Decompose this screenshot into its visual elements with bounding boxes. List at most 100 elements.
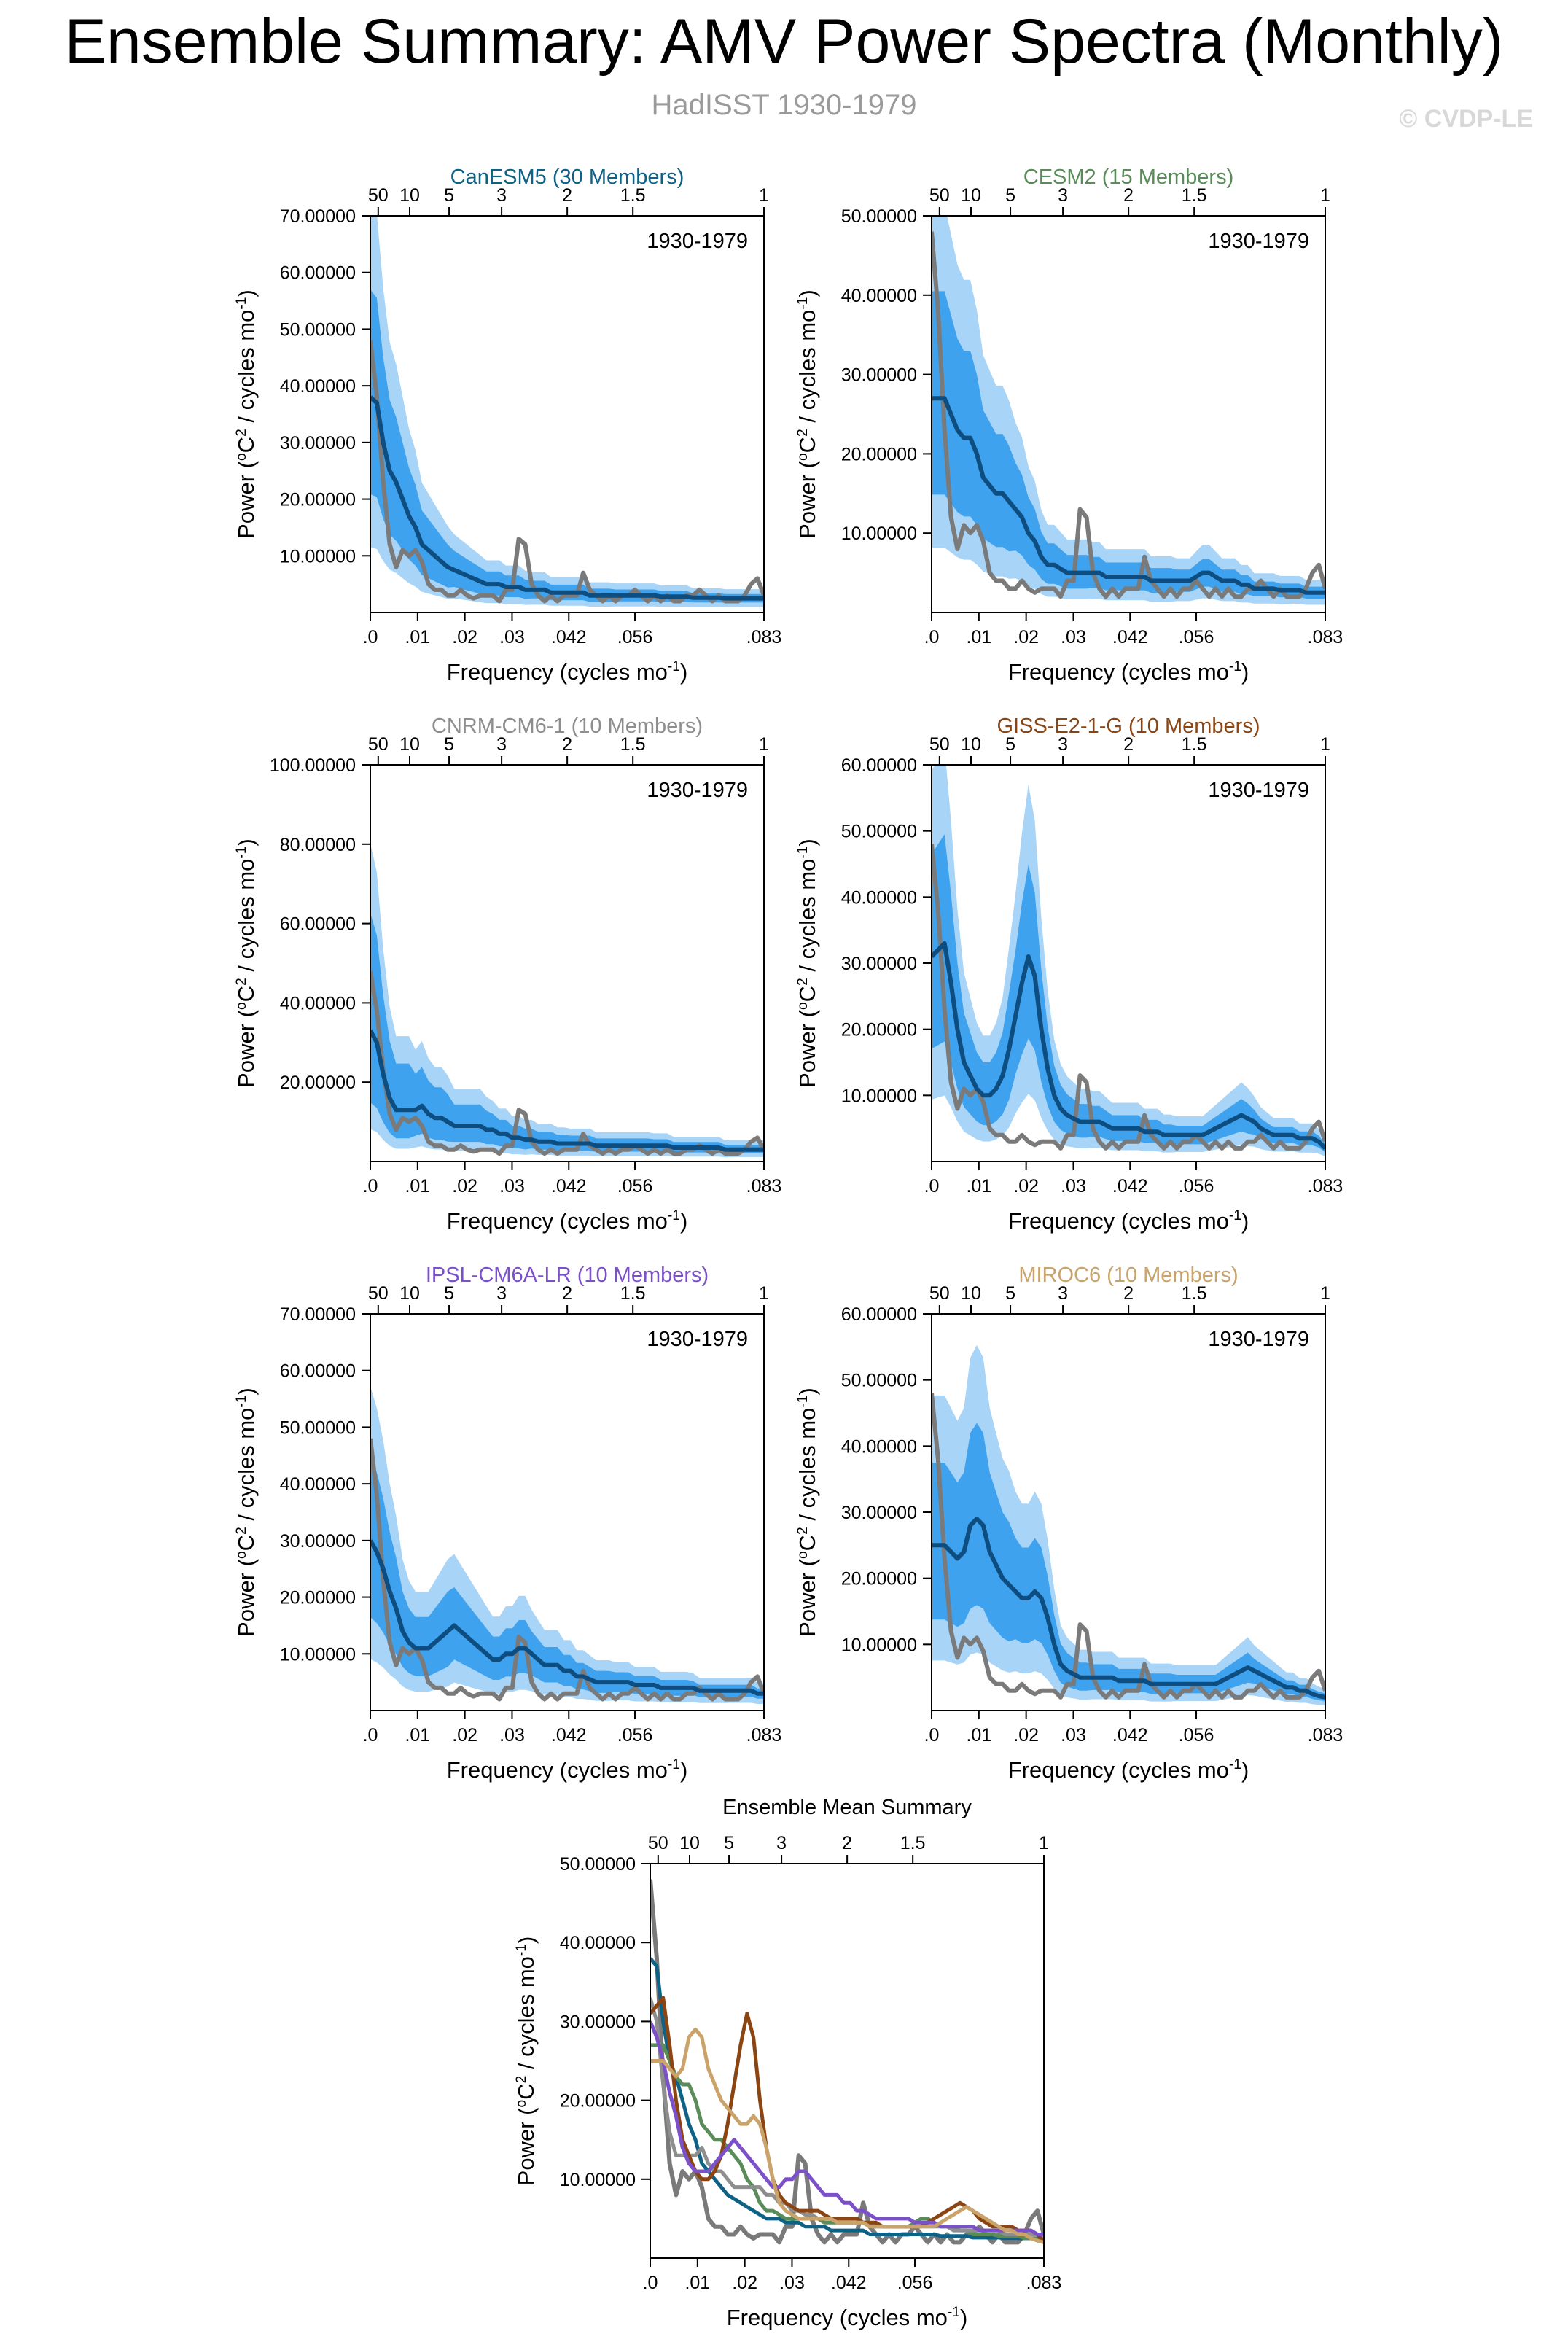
period-tick-label: 5	[1005, 185, 1015, 206]
y-label-part: Power (	[233, 1558, 259, 1636]
period-tick-label: 5	[724, 1833, 734, 1853]
period-tick-label: 50	[368, 734, 389, 755]
model-mean-line	[650, 1996, 1044, 2243]
y-tick-label: 30.00000	[841, 365, 917, 386]
y-tick-label: 10.00000	[841, 1635, 917, 1655]
credit-label: © CVDP-LE	[1399, 105, 1533, 133]
period-tick-label: 1.5	[620, 734, 646, 755]
y-label-end: )	[795, 289, 820, 297]
y-label-part: / cycles mo	[233, 1408, 259, 1527]
x-label-exponent: -1	[668, 1208, 680, 1223]
x-label-end: )	[1241, 1757, 1249, 1783]
model-mean-line	[650, 2027, 1044, 2244]
plot-area	[932, 216, 1325, 605]
x-label-exponent: -1	[948, 2305, 960, 2320]
y-tick-label: 60.00000	[841, 1304, 917, 1325]
x-label-exponent: -1	[668, 659, 680, 674]
y-tick-label: 20.00000	[841, 1569, 917, 1589]
y-tick-label: 20.00000	[280, 490, 356, 510]
y-tick-label: 40.00000	[280, 1474, 356, 1495]
y-label-end: )	[795, 1388, 820, 1395]
x-tick-label: .042	[1112, 1725, 1148, 1746]
y-tick-label: 30.00000	[280, 1531, 356, 1552]
x-label-exponent: -1	[1229, 1208, 1241, 1223]
period-text: 1930-1979	[1208, 230, 1309, 253]
period-tick-label: 2	[1123, 185, 1134, 206]
period-text: 1930-1979	[1208, 1328, 1309, 1351]
x-tick-label: .01	[966, 627, 991, 647]
x-label-text: Frequency (cycles mo	[1008, 1208, 1229, 1234]
period-tick-label: 3	[496, 185, 507, 206]
x-axis-label: Frequency (cycles mo-1)	[1008, 1208, 1249, 1234]
spread-band-inner	[932, 1423, 1325, 1702]
x-tick-label: .083	[746, 1725, 782, 1746]
y-label-unit: C	[233, 437, 259, 453]
x-tick-label: .01	[405, 1725, 430, 1746]
y-tick-label: 10.00000	[560, 2170, 636, 2190]
x-tick-label: .03	[1061, 1725, 1086, 1746]
spread-band-inner	[370, 912, 764, 1154]
x-tick-label: .02	[1013, 1725, 1039, 1746]
y-tick-label: 20.00000	[841, 444, 917, 464]
y-label-degree: o	[795, 1551, 811, 1559]
y-label-degree: o	[234, 1551, 249, 1559]
x-tick-label: .042	[551, 627, 587, 647]
period-tick-label: 1	[1320, 185, 1330, 206]
y-label-part: / cycles mo	[795, 859, 820, 978]
x-label-text: Frequency (cycles mo	[447, 1757, 668, 1783]
chart-panel: 10.00000 20.00000 30.00000 40.00000 50.00000…	[233, 166, 781, 685]
ensemble-mean-line	[370, 1539, 764, 1696]
y-label-part: Power (	[795, 1009, 820, 1087]
y-label-degree: o	[795, 453, 811, 461]
plot-area	[932, 1344, 1325, 1705]
chart-panel: 10.00000 20.00000 30.00000 40.00000 50.00000…	[233, 1264, 781, 1783]
x-tick-label: .042	[551, 1176, 587, 1196]
y-tick-label: 100.00000	[270, 755, 356, 776]
y-label-degree: o	[795, 1002, 811, 1010]
x-tick-label: .03	[1061, 627, 1086, 647]
x-tick-label: .02	[452, 1725, 477, 1746]
x-tick-label: .02	[1013, 627, 1039, 647]
y-label-part: Power (	[233, 1009, 259, 1087]
figure-title: Ensemble Summary: AMV Power Spectra (Mon…	[64, 7, 1504, 77]
x-tick-label: .042	[551, 1725, 587, 1746]
y-tick-label: 30.00000	[841, 1503, 917, 1523]
period-tick-label: 1.5	[1182, 734, 1207, 755]
model-mean-line	[650, 1997, 1044, 2236]
x-tick-label: .02	[732, 2273, 757, 2293]
x-tick-label: .01	[405, 627, 430, 647]
panel-title: IPSL-CM6A-LR (10 Members)	[426, 1264, 709, 1287]
y-tick-label: 50.00000	[280, 1417, 356, 1438]
panel-title: MIROC6 (10 Members)	[1018, 1264, 1238, 1287]
x-label-end: )	[960, 2305, 967, 2330]
y-tick-label: 40.00000	[841, 286, 917, 306]
period-tick-label: 2	[1123, 734, 1134, 755]
period-tick-label: 50	[368, 1283, 389, 1304]
x-tick-label: .042	[1112, 627, 1148, 647]
y-label-part: / cycles mo	[513, 1956, 539, 2076]
observed-line	[932, 1393, 1325, 1700]
chart-panel: 20.00000 40.00000 60.00000 80.00000 100.0000…	[233, 715, 781, 1234]
y-axis-label: Power (oC2 / cycles mo-1)	[233, 289, 259, 539]
period-tick-label: 2	[1123, 1283, 1134, 1304]
spread-band-inner	[932, 834, 1325, 1153]
y-label-squared: 2	[795, 1527, 811, 1535]
y-label-squared: 2	[795, 978, 811, 986]
period-tick-label: 10	[399, 185, 420, 206]
x-tick-label: .02	[1013, 1176, 1039, 1196]
period-tick-label: 10	[961, 185, 981, 206]
period-tick-label: 10	[961, 1283, 981, 1304]
x-tick-label: .01	[684, 2273, 710, 2293]
x-tick-label: .056	[617, 1725, 653, 1746]
panel-title: CanESM5 (30 Members)	[450, 166, 684, 189]
x-tick-label: .03	[499, 627, 525, 647]
model-mean-line	[650, 1957, 1044, 2241]
x-tick-label: .056	[617, 1176, 653, 1196]
y-label-part: Power (	[795, 1558, 820, 1636]
chart-panel: 10.00000 20.00000 30.00000 40.00000 50.00000…	[795, 1264, 1343, 1783]
x-label-exponent: -1	[1229, 1757, 1241, 1772]
spread-band-outer	[932, 216, 1325, 605]
period-text: 1930-1979	[647, 779, 748, 802]
x-tick-label: .0	[924, 1725, 940, 1746]
